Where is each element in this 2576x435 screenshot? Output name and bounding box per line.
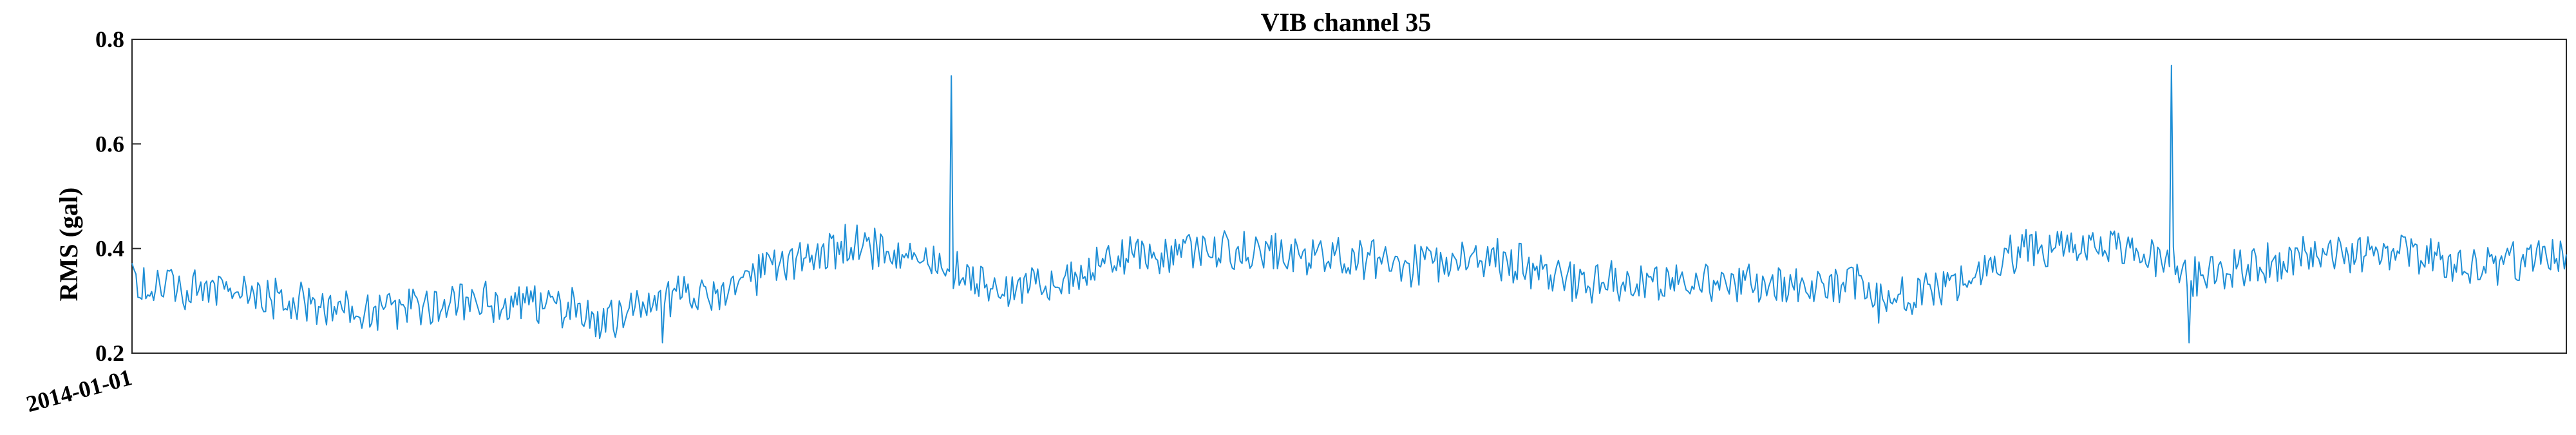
y-tick-label: 0.4	[95, 236, 124, 262]
y-tick-label: 0.6	[95, 131, 124, 157]
x-axis-ticks: 2014-01-01	[23, 364, 135, 417]
y-tick-label: 0.8	[95, 26, 124, 52]
y-tick-label: 0.2	[95, 340, 124, 366]
x-tick-label: 2014-01-01	[23, 364, 135, 417]
chart-title: VIB channel 35	[1261, 8, 1432, 37]
y-axis-label: RMS (gal)	[54, 188, 83, 302]
plot-area	[131, 39, 2567, 354]
y-axis-ticks: 0.2 0.4 0.6 0.8	[95, 26, 141, 366]
series-line	[131, 64, 2567, 343]
